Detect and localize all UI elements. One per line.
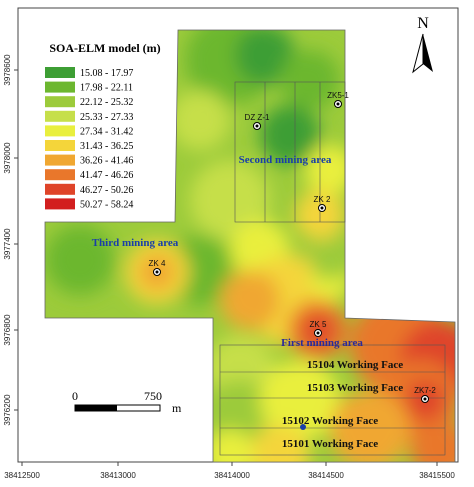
area-label: Third mining area (92, 237, 179, 249)
borehole (336, 102, 340, 106)
x-tick-label: 38414500 (308, 471, 344, 480)
legend-label: 15.08 - 17.97 (80, 68, 133, 79)
surface-patch (235, 30, 295, 85)
y-tick-label: 3976200 (3, 394, 12, 426)
x-tick-label: 38415500 (419, 471, 455, 480)
legend-label: 22.12 - 25.32 (80, 97, 133, 108)
legend-swatch (45, 154, 75, 166)
legend-swatch (45, 198, 75, 210)
y-tick-label: 3978000 (3, 142, 12, 174)
borehole-label: ZK5-1 (327, 91, 349, 100)
legend-label: 27.34 - 31.42 (80, 126, 133, 137)
scale-unit: m (172, 401, 182, 415)
borehole (255, 124, 259, 128)
surface-patch (260, 105, 320, 165)
surface-patch (305, 145, 355, 195)
legend-swatch (45, 169, 75, 181)
scale-end: 750 (144, 389, 162, 403)
legend-label: 50.27 - 58.24 (80, 199, 133, 210)
legend-label: 46.27 - 50.26 (80, 185, 133, 196)
borehole-label: ZK 4 (149, 259, 166, 268)
y-tick-label: 3978600 (3, 54, 12, 86)
surface-patch (190, 160, 270, 240)
legend-label: 17.98 - 22.11 (80, 83, 133, 94)
legend-title: SOA-ELM model (m) (49, 41, 160, 55)
legend-swatch (45, 183, 75, 195)
surface-patch (280, 50, 340, 110)
north-arrow (423, 34, 433, 72)
legend-label: 36.26 - 41.46 (80, 156, 133, 167)
legend-label: 41.47 - 46.26 (80, 170, 133, 181)
legend-swatch (45, 110, 75, 122)
surface-patch (170, 90, 230, 150)
legend-swatch (45, 125, 75, 137)
scale-start: 0 (72, 389, 78, 403)
north-arrow (412, 33, 424, 74)
legend-label: 31.43 - 36.25 (80, 141, 133, 152)
surface-patch (260, 360, 340, 440)
north-label: N (417, 15, 429, 32)
borehole (320, 206, 324, 210)
borehole-label: ZK 5 (310, 320, 327, 329)
scale-bar (75, 405, 117, 411)
borehole (300, 424, 306, 430)
legend-label: 25.33 - 27.33 (80, 112, 133, 123)
area-label: First mining area (281, 337, 363, 349)
working-face-label: 15102 Working Face (282, 415, 378, 427)
working-face-label: 15103 Working Face (307, 382, 403, 394)
surface-patch (410, 420, 455, 462)
legend-swatch (45, 140, 75, 151)
y-tick-label: 3977400 (3, 228, 12, 260)
area-label: Second mining area (239, 154, 332, 166)
borehole-label: ZK 2 (314, 195, 331, 204)
surface-patch (45, 225, 115, 295)
y-tick-label: 3976800 (3, 314, 12, 346)
borehole-label: ZK7-2 (414, 386, 436, 395)
working-face-label: 15104 Working Face (307, 359, 403, 371)
x-tick-label: 38414000 (214, 471, 250, 480)
surface-patch (310, 240, 350, 280)
surface-patch (330, 390, 410, 462)
working-face-label: 15101 Working Face (282, 438, 378, 450)
x-tick-label: 38413000 (100, 471, 136, 480)
surface-patch (220, 270, 280, 330)
legend-swatch (45, 96, 75, 108)
legend-swatch (45, 81, 75, 93)
x-tick-label: 38412500 (4, 471, 40, 480)
borehole (155, 270, 159, 274)
mining-lines (219, 81, 446, 456)
borehole (423, 397, 427, 401)
borehole (316, 331, 320, 335)
legend-swatch (45, 67, 75, 78)
borehole-label: DZ Z-1 (245, 113, 270, 122)
